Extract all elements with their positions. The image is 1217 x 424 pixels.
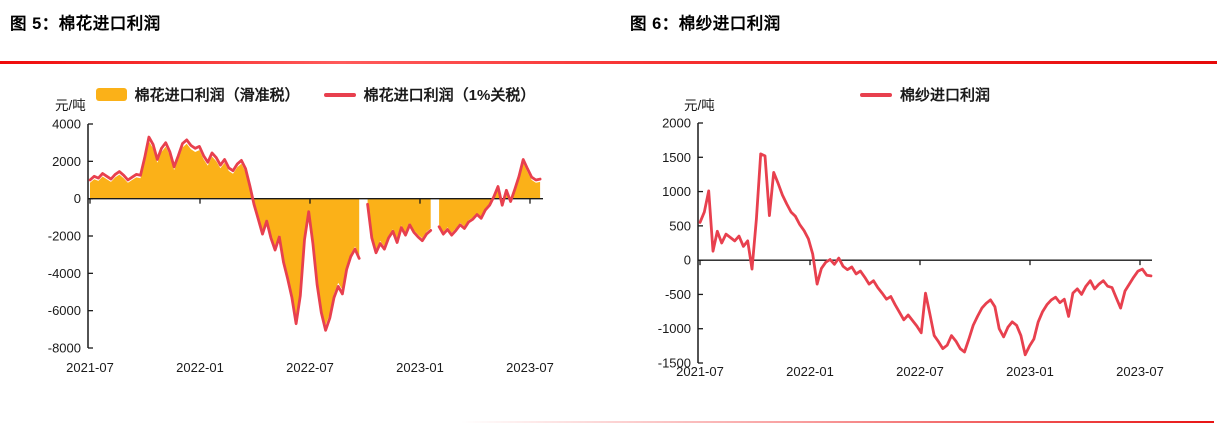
area-swatch-icon <box>95 88 127 101</box>
line-swatch-icon <box>859 92 892 97</box>
x-tick-label: 2022-07 <box>896 364 944 379</box>
y-tick-label: 2000 <box>662 116 691 131</box>
y-tick-label: 4000 <box>52 117 81 132</box>
area-series <box>439 162 541 233</box>
footer-divider-line <box>460 420 1214 423</box>
line-series <box>88 135 361 332</box>
x-tick-label: 2021-07 <box>66 360 114 375</box>
y-tick-label: -4000 <box>48 266 81 281</box>
figure6-title: 图 6：棉纱进口利润 <box>630 15 781 33</box>
area-series <box>90 141 360 326</box>
y-tick-label: -8000 <box>48 341 81 356</box>
legend-label: 棉纱进口利润 <box>899 87 990 104</box>
area-series <box>367 198 431 250</box>
y-tick-label: -1500 <box>658 356 691 371</box>
legend-item-sliding-scale-duty: 棉花进口利润（滑准税） <box>95 84 300 105</box>
y-tick-label: 500 <box>669 218 691 233</box>
x-tick-label: 2021-07 <box>676 364 724 379</box>
line-series <box>437 158 542 237</box>
y-tick-label: -500 <box>665 287 691 302</box>
line-series <box>366 202 433 255</box>
figure6-legend: 棉纱进口利润 <box>698 84 1152 105</box>
y-tick-label: -2000 <box>48 229 81 244</box>
y-tick-label: 0 <box>684 253 691 268</box>
figure5-y-unit-label: 元/吨 <box>55 98 86 113</box>
line-series <box>698 152 1153 357</box>
legend-item-yarn-import-profit: 棉纱进口利润 <box>859 84 990 105</box>
x-tick-label: 2022-07 <box>286 360 334 375</box>
section-divider-line <box>0 61 1217 64</box>
y-tick-label: 1000 <box>662 184 691 199</box>
y-tick-label: 0 <box>74 191 81 206</box>
x-tick-label: 2023-07 <box>1116 364 1164 379</box>
figure5-legend: 棉花进口利润（滑准税） 棉花进口利润（1%关税） <box>88 84 543 105</box>
cotton-import-profit-chart: 4000 2000 0 -2000 -4000 -6000 -8000 2021-07 2022… <box>48 117 554 376</box>
figure6-y-unit-label: 元/吨 <box>684 98 715 113</box>
y-tick-label: -1000 <box>658 321 691 336</box>
x-tick-label: 2022-01 <box>786 364 834 379</box>
legend-label: 棉花进口利润（1%关税） <box>363 87 536 104</box>
x-tick-label: 2023-01 <box>396 360 444 375</box>
legend-item-one-percent-tariff: 棉花进口利润（1%关税） <box>323 84 536 105</box>
y-tick-label: -6000 <box>48 303 81 318</box>
y-tick-label: 1500 <box>662 150 691 165</box>
legend-label: 棉花进口利润（滑准税） <box>134 87 300 104</box>
x-tick-label: 2023-01 <box>1006 364 1054 379</box>
y-tick-label: 2000 <box>52 154 81 169</box>
x-tick-label: 2023-07 <box>506 360 554 375</box>
x-tick-label: 2022-01 <box>176 360 224 375</box>
figure5-title: 图 5：棉花进口利润 <box>10 15 161 33</box>
line-swatch-icon <box>323 92 356 97</box>
